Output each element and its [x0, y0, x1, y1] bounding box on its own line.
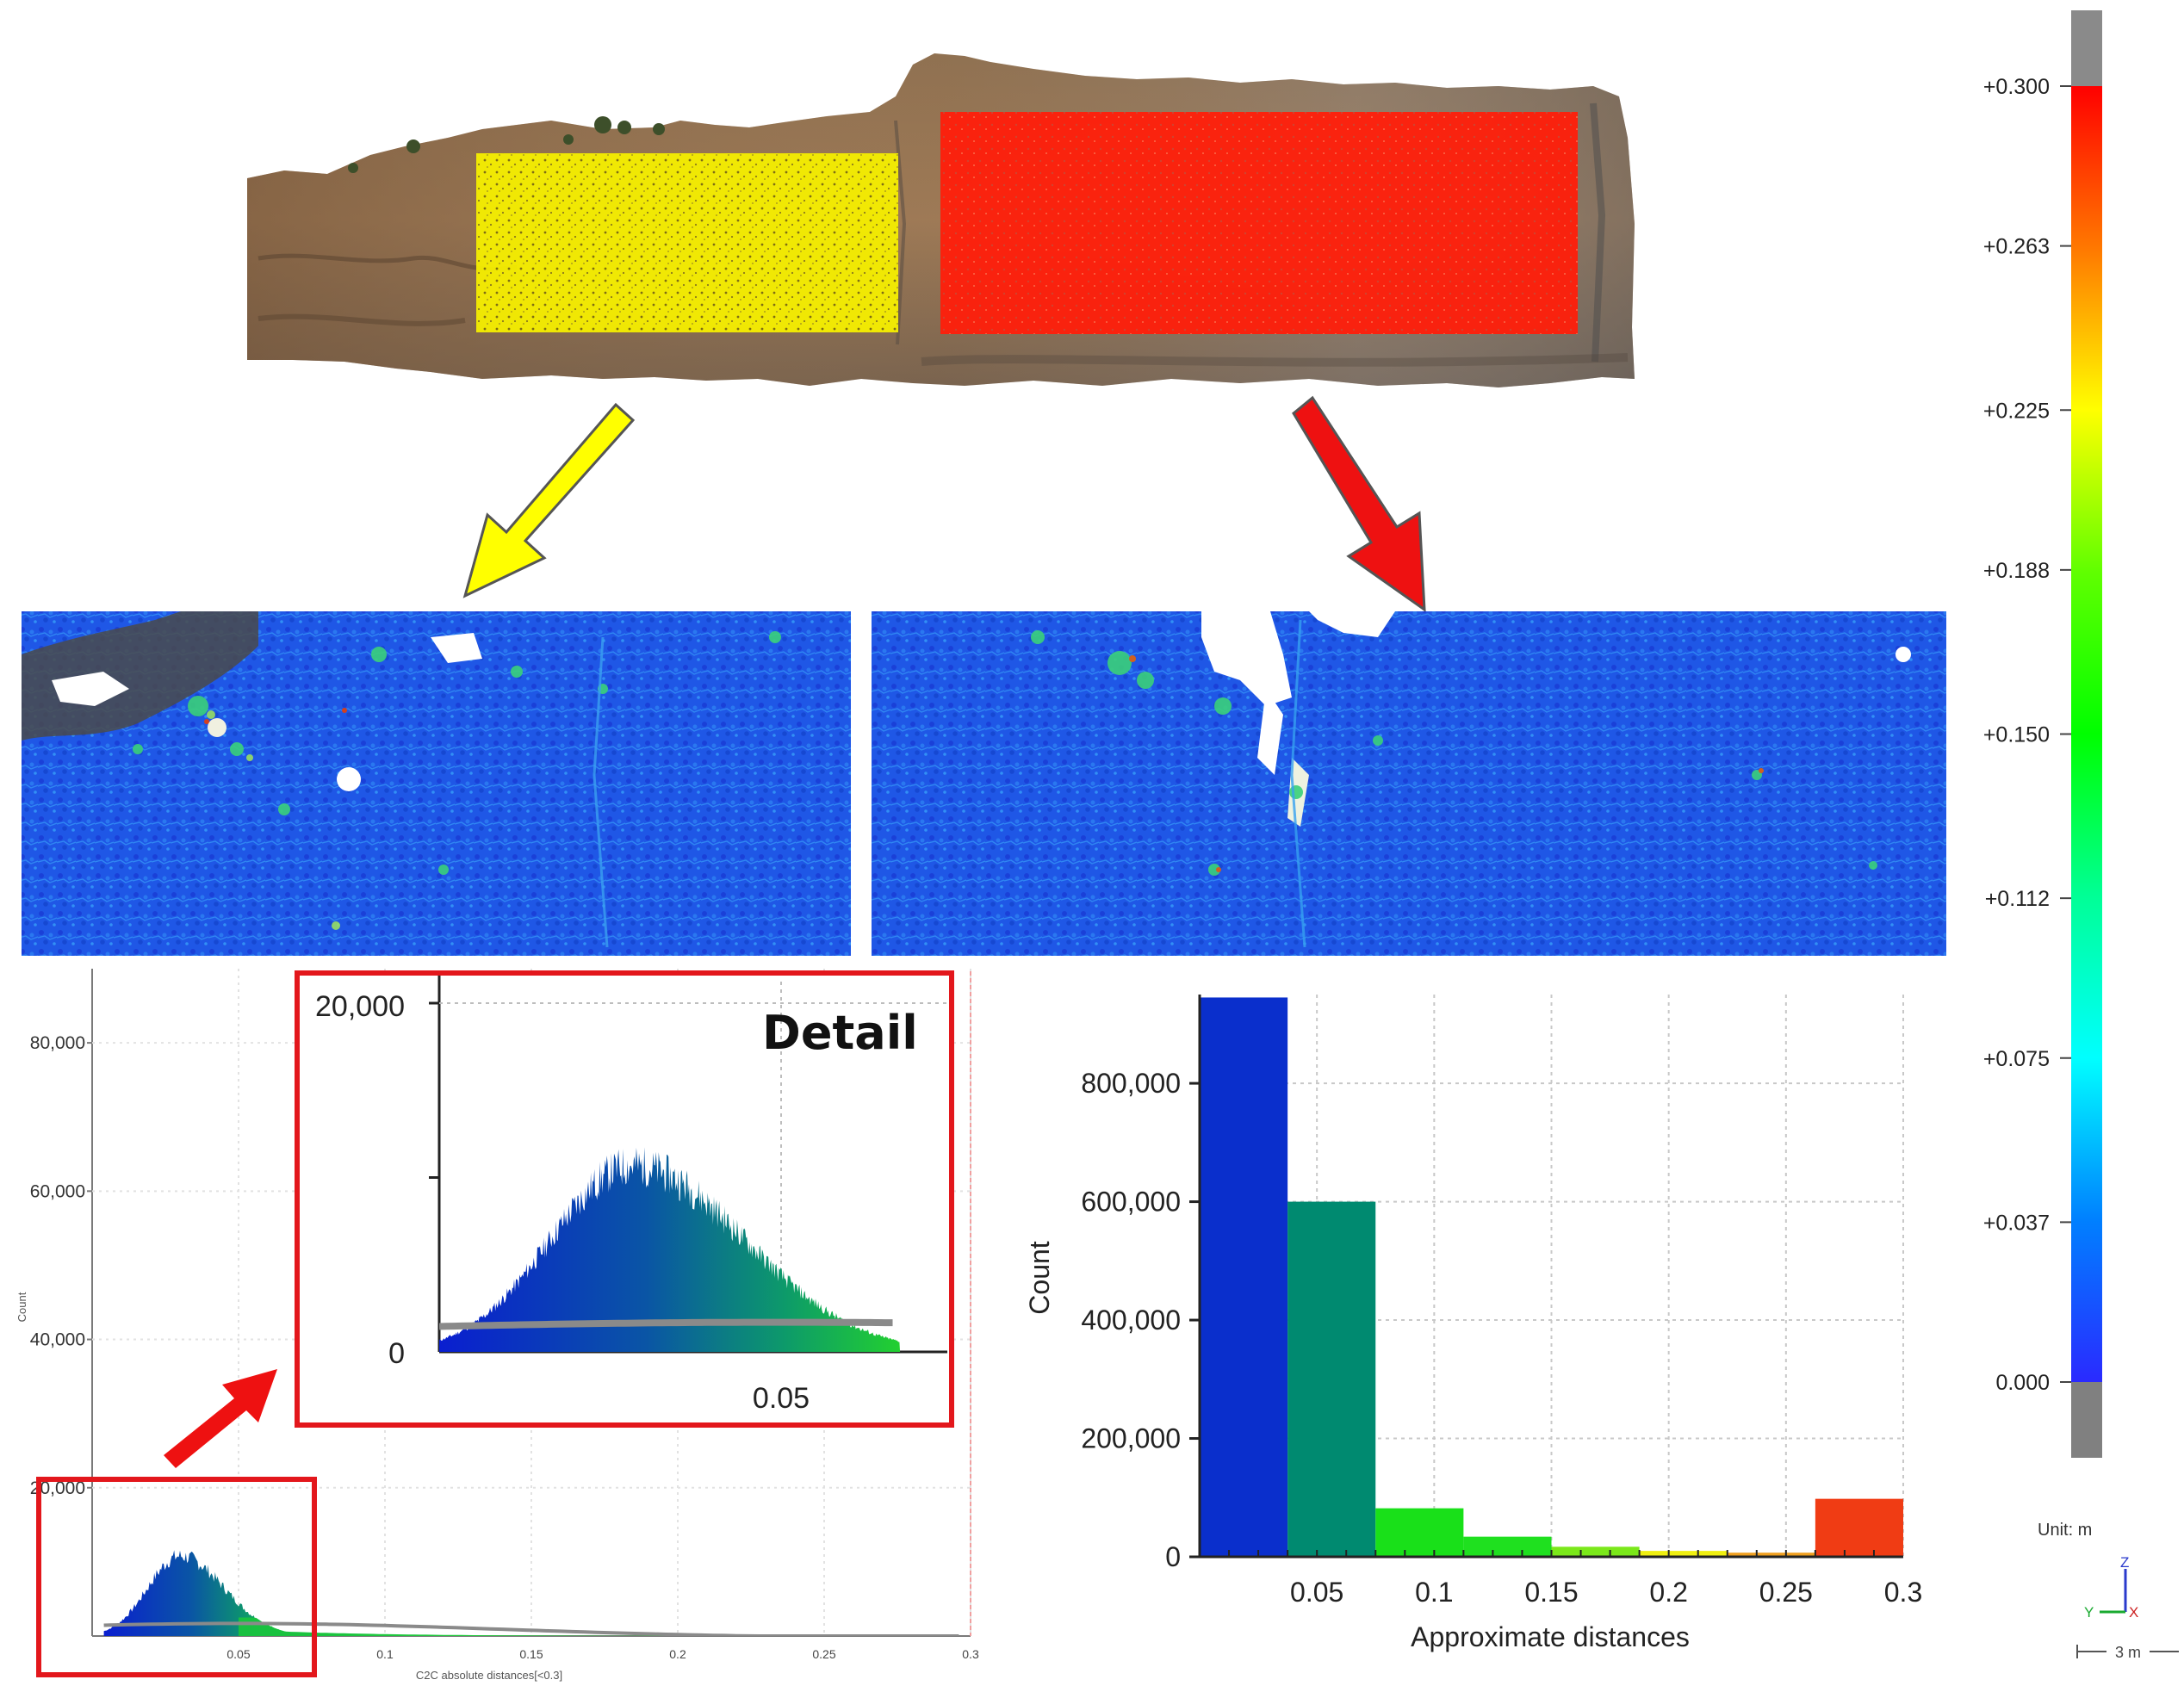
- histogram-bar: [1815, 1498, 1903, 1557]
- histogram-bar: [1551, 1546, 1640, 1557]
- color-scale-tick-label: +0.263: [1983, 235, 2050, 259]
- histogram-bar: [1287, 1201, 1376, 1557]
- deviation-map-right: [872, 611, 1946, 956]
- rock-face-point-cloud: [247, 53, 1635, 387]
- color-scale-tick-label: +0.037: [1983, 1211, 2050, 1235]
- histogram-y-tick-label: 80,000: [30, 1033, 85, 1053]
- bar-chart-ticks: 0.05 0.1 0.15 0.2 0.25 0.3 0 200,000 400,000 600,…: [1081, 1068, 1922, 1608]
- color-scale-tick-label: +0.300: [1983, 75, 2050, 99]
- histogram-bar: [1200, 997, 1288, 1557]
- bar-chart-y-tick-label: 400,000: [1081, 1305, 1181, 1336]
- color-scale-tick-label: +0.188: [1983, 559, 2050, 583]
- color-scale-tick-label: 0.000: [1995, 1371, 2050, 1395]
- histogram-x-tick-label: 0.2: [669, 1647, 686, 1661]
- fit-curve: [103, 1621, 959, 1636]
- color-scale-bar: [2071, 10, 2102, 1458]
- axis-y-label: Y: [2084, 1604, 2094, 1621]
- scale-bar-label: 3 m: [2115, 1644, 2141, 1661]
- histogram-x-tick-label: 0.15: [519, 1647, 543, 1661]
- histogram-x-tick-label: 0.3: [962, 1647, 979, 1661]
- histogram-bar: [1727, 1553, 1815, 1557]
- histogram-y-tick-label: 60,000: [30, 1181, 85, 1201]
- unit-label: Unit: m: [2038, 1521, 2092, 1540]
- histogram-y-tick-label: 40,000: [30, 1330, 85, 1350]
- red-arrow: [1292, 395, 1426, 613]
- histogram-x-tick-label: 0.25: [812, 1647, 835, 1661]
- detail-y-zero-label: 0: [388, 1337, 405, 1370]
- yellow-arrow: [462, 402, 636, 598]
- axis-triad-icon: Z Y X: [2084, 1554, 2138, 1621]
- bar-chart-x-tick-label: 0.25: [1759, 1577, 1813, 1608]
- bar-chart-x-tick-label: 0.2: [1649, 1577, 1687, 1608]
- bar-chart-y-tick-label: 200,000: [1081, 1423, 1181, 1454]
- histogram-bar: [1639, 1551, 1728, 1557]
- bar-chart-y-label: Count: [1024, 1241, 1055, 1315]
- bar-chart-bars: [1200, 997, 1903, 1557]
- detail-arrow: [164, 1369, 277, 1468]
- color-scale-ticks: +0.300 +0.263 +0.225 +0.188 +0.150 +0.112 +0.0…: [1983, 75, 2071, 1395]
- detail-fit-curve: [439, 1318, 893, 1330]
- approximate-distances-chart: 0.05 0.1 0.15 0.2 0.25 0.3 0 200,000 400,000 600,…: [1024, 995, 1922, 1652]
- histogram-y-label: Count: [16, 1292, 28, 1322]
- histogram-x-label: C2C absolute distances[<0.3]: [416, 1669, 562, 1682]
- bar-chart-x-tick-label: 0.15: [1524, 1577, 1578, 1608]
- bar-chart-y-tick-label: 0: [1165, 1541, 1181, 1572]
- detail-histogram-bars: [439, 1147, 901, 1352]
- histogram-ticks: 20,000 40,000 60,000 80,000 0.05 0.1 0.15 0.2 0.…: [30, 1033, 979, 1661]
- detail-source-frame: [36, 1477, 317, 1677]
- bar-chart-x-tick-label: 0.3: [1884, 1577, 1922, 1608]
- bar-chart-x-tick-label: 0.1: [1415, 1577, 1453, 1608]
- histogram-x-tick-label: 0.05: [226, 1647, 250, 1661]
- color-scale-tick-label: +0.112: [1985, 887, 2050, 911]
- axis-z-label: Z: [2120, 1554, 2129, 1571]
- vegetation: [348, 116, 665, 173]
- histogram-bar: [1463, 1536, 1552, 1557]
- histogram-y-tick-label: 20,000: [30, 1478, 85, 1498]
- bar-chart-y-tick-label: 800,000: [1081, 1068, 1181, 1099]
- highlight-region-yellow: [476, 153, 898, 332]
- deviation-map-left: [22, 611, 851, 956]
- histogram-bar: [1375, 1508, 1464, 1557]
- bar-chart-x-tick-label: 0.05: [1290, 1577, 1343, 1608]
- bar-chart-x-label: Approximate distances: [1411, 1621, 1690, 1652]
- color-scale-tick-label: +0.150: [1983, 723, 2050, 747]
- color-scale-tick-label: +0.075: [1983, 1047, 2050, 1071]
- detail-inset: Detail 20,000 0 0.05: [295, 970, 954, 1428]
- scale-bar: 3 m: [2076, 1641, 2179, 1662]
- axis-x-label: X: [2129, 1604, 2138, 1621]
- histogram-x-tick-label: 0.1: [376, 1647, 394, 1661]
- color-scale-tick-label: +0.225: [1983, 399, 2050, 423]
- detail-y-top-label: 20,000: [315, 990, 405, 1023]
- detail-x-label: 0.05: [753, 1382, 810, 1415]
- histogram-bars: [103, 1550, 297, 1636]
- highlight-region-red: [940, 112, 1578, 334]
- detail-title: Detail: [762, 1006, 918, 1060]
- bar-chart-y-tick-label: 600,000: [1081, 1187, 1181, 1218]
